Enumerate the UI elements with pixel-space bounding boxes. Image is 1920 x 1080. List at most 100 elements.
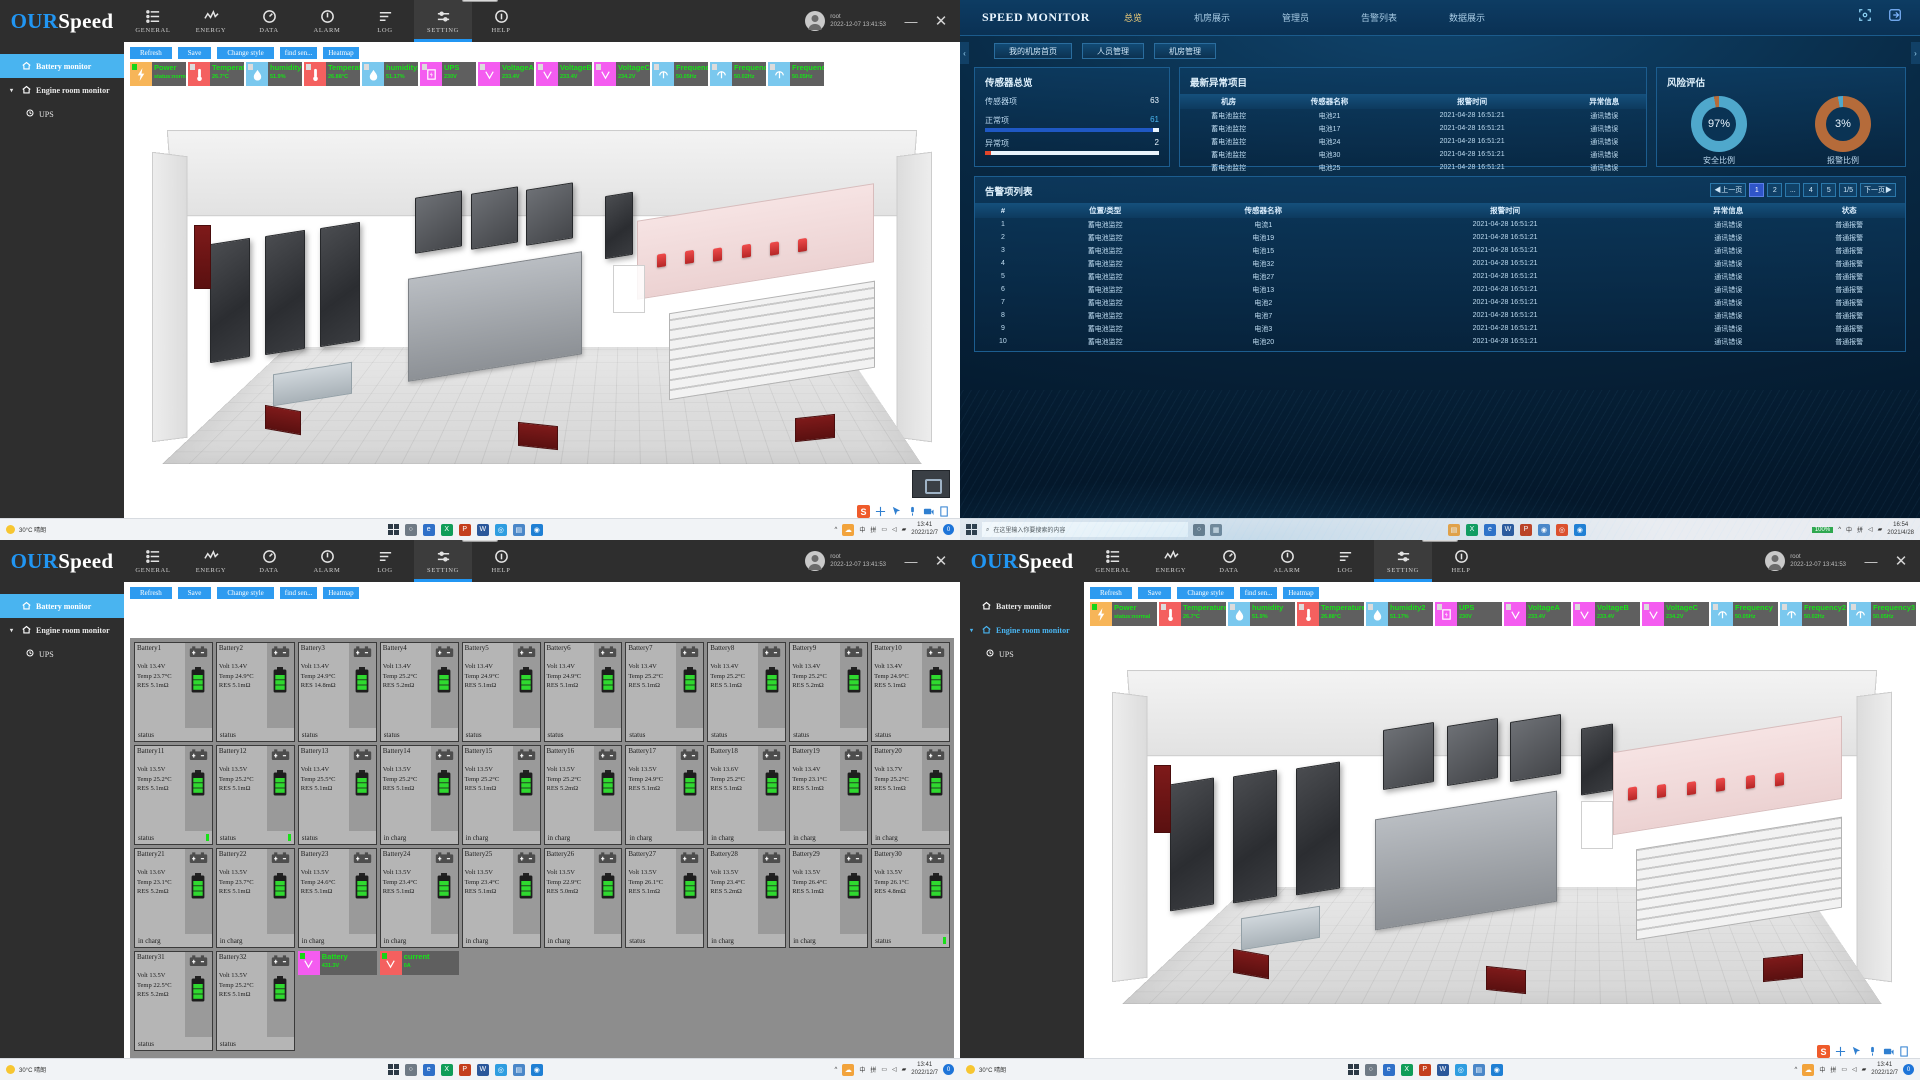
- crosshair-icon[interactable]: [875, 506, 886, 517]
- up-chevron-icon[interactable]: ^: [1794, 1066, 1798, 1073]
- server-rack[interactable]: [320, 222, 361, 348]
- logout-icon[interactable]: [1888, 8, 1902, 27]
- taskbar-weather[interactable]: 30°C 晴朗: [960, 1065, 1056, 1074]
- table-row[interactable]: 9 蓄电池监控 电池3 2021-04-28 16:51:21 通讯错误 普通报警: [975, 322, 1905, 335]
- engine-room-3d-view[interactable]: S: [130, 98, 954, 520]
- page-next[interactable]: 下一页▶: [1860, 183, 1896, 197]
- refresh-button[interactable]: Refresh: [130, 587, 172, 599]
- battery-card[interactable]: Battery7 Volt 13.4V Temp 25.2°C RES 5.1mΩ st…: [625, 642, 705, 742]
- battery-card[interactable]: Battery12 Volt 13.5V Temp 25.2°C RES 5.1mΩ s…: [215, 745, 295, 845]
- sensor-tile-frequency2[interactable]: Frequency2 50.02Hz: [710, 62, 766, 86]
- server-rack[interactable]: [1383, 721, 1435, 790]
- nav-general[interactable]: GENERAL: [1084, 540, 1142, 582]
- search-input[interactable]: ⌕ 在这里输入你要搜索的内容: [982, 522, 1188, 537]
- window-mini-header[interactable]: ▢ ▾: [462, 540, 498, 542]
- excel-icon[interactable]: X: [440, 1063, 453, 1076]
- windows-start-icon[interactable]: [387, 524, 399, 535]
- battery-card[interactable]: Battery26 Volt 13.5V Temp 22.9°C RES 5.0mΩ i…: [543, 848, 623, 948]
- tab-overview[interactable]: 总览: [1098, 0, 1168, 35]
- save-button[interactable]: Save: [177, 47, 212, 59]
- nav-log[interactable]: LOG: [356, 0, 414, 42]
- sensor-tile-humidity2[interactable]: humidity2 51.17%: [362, 62, 418, 86]
- battery-card[interactable]: Battery6 Volt 13.4V Temp 24.9°C RES 5.1mΩ st…: [543, 642, 623, 742]
- camera-preview-thumbnail[interactable]: [912, 470, 950, 498]
- nav-energy[interactable]: ENERGY: [1142, 540, 1200, 582]
- battery-card[interactable]: Battery21 Volt 13.6V Temp 23.1°C RES 5.2mΩ i…: [134, 848, 213, 948]
- ime-icon[interactable]: 中: [859, 528, 866, 534]
- sidebar-item-ups[interactable]: UPS: [0, 642, 124, 666]
- ime-icon[interactable]: 中: [1846, 528, 1853, 534]
- battery-card[interactable]: Battery29 Volt 13.5V Temp 26.4°C RES 5.1mΩ i…: [789, 848, 869, 948]
- search-icon[interactable]: ○: [1364, 1063, 1377, 1076]
- sensor-tile-frequency[interactable]: Frequency 50.05Hz: [1711, 602, 1778, 626]
- volume-icon[interactable]: ◁: [892, 1067, 897, 1073]
- chevron-down-icon[interactable]: ▾: [10, 87, 14, 94]
- battery-card[interactable]: Battery4 Volt 13.4V Temp 25.2°C RES 5.2mΩ st…: [379, 642, 459, 742]
- volume-icon[interactable]: ◁: [1852, 1067, 1857, 1073]
- close-button[interactable]: ✕: [1894, 553, 1908, 570]
- table-row[interactable]: 7 蓄电池监控 电池2 2021-04-28 16:51:21 通讯错误 普通报警: [975, 296, 1905, 309]
- explorer-icon[interactable]: ▤: [512, 1063, 525, 1076]
- battery-card[interactable]: Battery13 Volt 13.4V Temp 25.5°C RES 5.1mΩ s…: [297, 745, 377, 845]
- room-door[interactable]: [1486, 965, 1526, 994]
- windows-start-icon[interactable]: [1347, 1064, 1359, 1075]
- user-box[interactable]: root 2022-12-07 13:41:53: [1755, 551, 1856, 571]
- network-icon[interactable]: ▰: [1877, 527, 1883, 533]
- chrome-icon[interactable]: ◎: [494, 523, 507, 536]
- change-style-button[interactable]: Change style: [217, 587, 274, 599]
- sensor-tile-voltage-b[interactable]: VoltageB 233.4V: [536, 62, 592, 86]
- chrome-icon[interactable]: ◉: [1573, 523, 1586, 536]
- windows-start-icon[interactable]: [387, 1064, 399, 1075]
- page-icon[interactable]: [1899, 1046, 1910, 1057]
- network-icon[interactable]: ▰: [901, 527, 907, 533]
- network-icon[interactable]: ▰: [1861, 1067, 1867, 1073]
- app-icon[interactable]: ◉: [1490, 1063, 1503, 1076]
- cursor-icon[interactable]: [891, 506, 902, 517]
- room-door[interactable]: [1153, 765, 1172, 833]
- page-prev[interactable]: ◀上一页: [1710, 183, 1747, 197]
- sensor-tile-power[interactable]: Power status:normal: [130, 62, 186, 86]
- ime-icon[interactable]: 中: [1819, 1068, 1826, 1074]
- word-icon[interactable]: W: [476, 1063, 489, 1076]
- powerpoint-icon[interactable]: P: [458, 523, 471, 536]
- find-sensor-button[interactable]: find sen...: [279, 47, 318, 59]
- app-icon[interactable]: ◉: [530, 523, 543, 536]
- battery-card[interactable]: Battery10 Volt 13.4V Temp 24.9°C RES 5.1mΩ s…: [871, 642, 950, 742]
- battery-card[interactable]: Battery22 Volt 13.5V Temp 23.7°C RES 5.1mΩ i…: [215, 848, 295, 948]
- minimize-button[interactable]: —: [904, 13, 918, 29]
- server-rack[interactable]: [1509, 713, 1562, 782]
- taskbar-clock[interactable]: 13:41 2022/12/7: [1871, 1062, 1898, 1076]
- sensor-tile-power[interactable]: Power status:normal: [1090, 602, 1157, 626]
- taskbar-clock[interactable]: 13:41 2022/12/7: [911, 522, 938, 536]
- change-style-button[interactable]: Change style: [1177, 587, 1234, 599]
- sensor-tile-temperature[interactable]: Temperature 26.7°C: [188, 62, 244, 86]
- page-2[interactable]: 2: [1767, 183, 1783, 197]
- battery-card[interactable]: Battery27 Volt 13.5V Temp 26.1°C RES 5.1mΩ s…: [625, 848, 705, 948]
- page-ellipsis[interactable]: ...: [1785, 183, 1801, 197]
- table-row[interactable]: 蓄电池监控 电池30 2021-04-28 16:51:21 通讯错误: [1180, 148, 1646, 161]
- battery-card[interactable]: Battery16 Volt 13.5V Temp 25.2°C RES 5.2mΩ i…: [543, 745, 623, 845]
- battery-card[interactable]: Battery28 Volt 13.5V Temp 23.4°C RES 5.2mΩ i…: [707, 848, 787, 948]
- sensor-tile-frequency3[interactable]: Frequency3 50.05Hz: [768, 62, 824, 86]
- keyboard-icon[interactable]: 拼: [870, 1068, 877, 1074]
- table-row[interactable]: 蓄电池监控 电池17 2021-04-28 16:51:21 通讯错误: [1180, 122, 1646, 135]
- sensor-tile-frequency[interactable]: Frequency 50.05Hz: [652, 62, 708, 86]
- camera-icon[interactable]: [1883, 1046, 1894, 1057]
- chrome-icon[interactable]: ◎: [1454, 1063, 1467, 1076]
- table-row[interactable]: 1 蓄电池监控 电流1 2021-04-28 16:51:21 通讯错误 普通报警: [975, 218, 1905, 231]
- notification-badge[interactable]: 0: [943, 524, 954, 535]
- server-rack[interactable]: [605, 191, 633, 260]
- server-rack[interactable]: [470, 185, 519, 250]
- subnav-my-room-home[interactable]: 我的机房首页: [994, 43, 1072, 59]
- notification-badge[interactable]: 0: [943, 1064, 954, 1075]
- mic-icon[interactable]: [907, 506, 918, 517]
- battery-card[interactable]: Battery8 Volt 13.4V Temp 25.2°C RES 5.1mΩ st…: [707, 642, 787, 742]
- sidebar-collapse-right[interactable]: ›: [1911, 42, 1920, 64]
- table-row[interactable]: 6 蓄电池监控 电池13 2021-04-28 16:51:21 通讯错误 普通报警: [975, 283, 1905, 296]
- word-icon[interactable]: W: [476, 523, 489, 536]
- find-sensor-button[interactable]: find sen...: [279, 587, 318, 599]
- user-box[interactable]: root 2022-12-07 13:41:53: [795, 551, 896, 571]
- nav-setting[interactable]: SETTING: [1374, 540, 1432, 582]
- sidebar-item-engine-room-monitor[interactable]: ▾ Engine room monitor: [960, 618, 1084, 642]
